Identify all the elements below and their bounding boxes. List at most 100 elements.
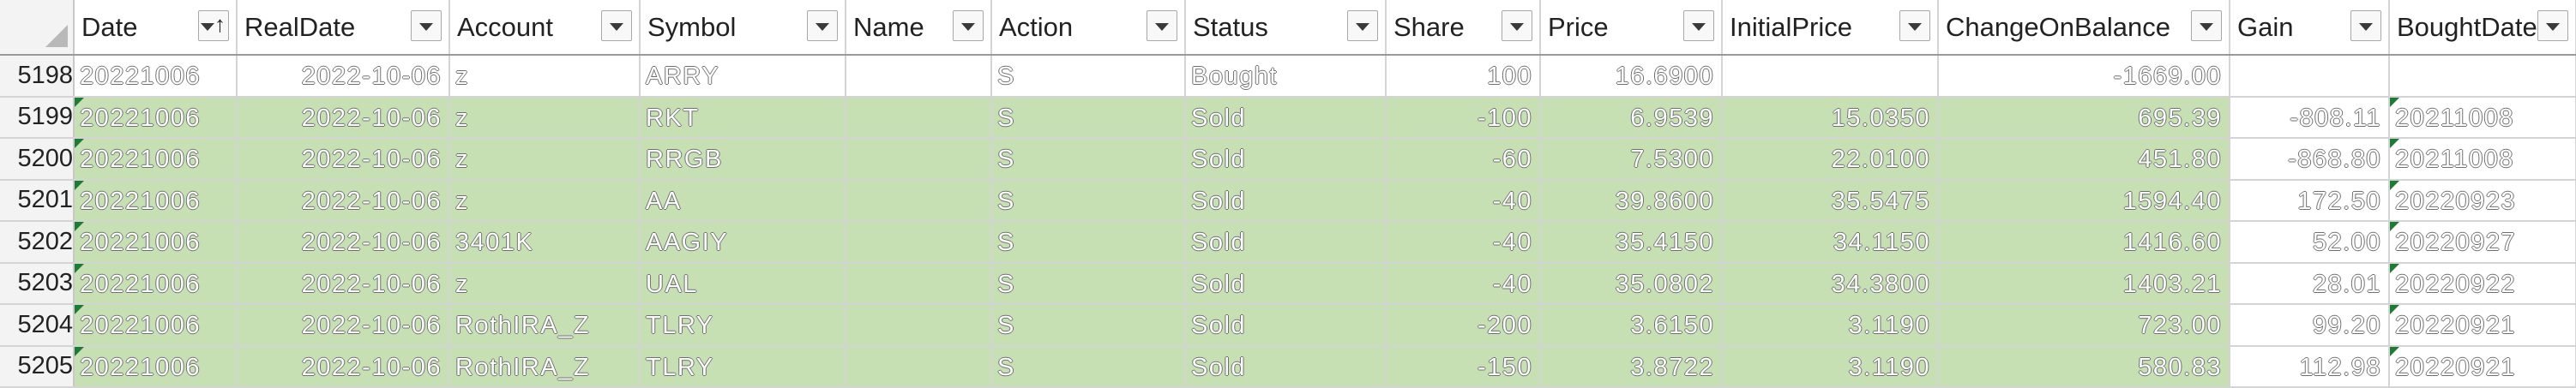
cell-share[interactable]: -40	[1386, 221, 1541, 264]
cell-name[interactable]	[846, 345, 992, 388]
cell-name[interactable]	[846, 304, 992, 347]
cell-realdate[interactable]: 2022-10-06	[237, 138, 450, 181]
cell-boughtdate[interactable]	[2389, 55, 2576, 98]
row-number[interactable]: 5203	[0, 262, 75, 305]
filter-dropdown-button[interactable]	[2191, 10, 2222, 41]
cell-realdate[interactable]: 2022-10-06	[237, 55, 450, 98]
cell-name[interactable]	[846, 262, 992, 305]
column-header-price[interactable]: Price	[1540, 0, 1723, 56]
filter-dropdown-button[interactable]	[953, 10, 984, 41]
cell-share[interactable]: -60	[1386, 138, 1541, 181]
cell-changeonbalance[interactable]: 695.39	[1938, 96, 2230, 139]
cell-status[interactable]: Bought	[1185, 55, 1387, 98]
cell-gain[interactable]: -868.80	[2230, 138, 2390, 181]
column-header-symbol[interactable]: Symbol	[640, 0, 846, 56]
cell-changeonbalance[interactable]: 1416.60	[1938, 221, 2230, 264]
cell-initialprice[interactable]: 3.1190	[1722, 345, 1939, 388]
cell-symbol[interactable]: UAL	[640, 262, 846, 305]
cell-price[interactable]: 3.8722	[1540, 345, 1723, 388]
cell-changeonbalance[interactable]: -1669.00	[1938, 55, 2230, 98]
cell-gain[interactable]: 172.50	[2230, 179, 2390, 222]
cell-changeonbalance[interactable]: 451.80	[1938, 138, 2230, 181]
row-number[interactable]: 5202	[0, 221, 75, 264]
cell-boughtdate[interactable]: 20211008	[2389, 96, 2576, 139]
cell-price[interactable]: 35.0802	[1540, 262, 1723, 305]
filter-dropdown-button[interactable]	[601, 10, 632, 41]
cell-gain[interactable]: 28.01	[2230, 262, 2390, 305]
cell-status[interactable]: Sold	[1185, 179, 1387, 222]
cell-changeonbalance[interactable]: 580.83	[1938, 345, 2230, 388]
cell-symbol[interactable]: TLRY	[640, 345, 846, 388]
column-header-realdate[interactable]: RealDate	[237, 0, 450, 56]
filter-dropdown-button[interactable]	[2537, 10, 2568, 41]
row-number[interactable]: 5198	[0, 55, 75, 98]
cell-share[interactable]: 100	[1386, 55, 1541, 98]
cell-status[interactable]: Sold	[1185, 221, 1387, 264]
cell-status[interactable]: Sold	[1185, 304, 1387, 347]
cell-action[interactable]: S	[991, 304, 1186, 347]
cell-gain[interactable]: 99.20	[2230, 304, 2390, 347]
cell-boughtdate[interactable]: 20220927	[2389, 221, 2576, 264]
cell-date[interactable]: 20221006	[74, 262, 238, 305]
cell-initialprice[interactable]	[1722, 55, 1939, 98]
cell-initialprice[interactable]: 15.0350	[1722, 96, 1939, 139]
filter-sort-ascending-button[interactable]: ↑	[198, 10, 229, 41]
cell-action[interactable]: S	[991, 55, 1186, 98]
cell-symbol[interactable]: RKT	[640, 96, 846, 139]
cell-date[interactable]: 20221006	[74, 221, 238, 264]
cell-boughtdate[interactable]: 20220921	[2389, 345, 2576, 388]
cell-status[interactable]: Sold	[1185, 345, 1387, 388]
cell-action[interactable]: S	[991, 96, 1186, 139]
row-number[interactable]: 5204	[0, 304, 75, 347]
cell-realdate[interactable]: 2022-10-06	[237, 221, 450, 264]
cell-changeonbalance[interactable]: 723.00	[1938, 304, 2230, 347]
cell-share[interactable]: -40	[1386, 179, 1541, 222]
cell-price[interactable]: 39.8600	[1540, 179, 1723, 222]
cell-symbol[interactable]: RRGB	[640, 138, 846, 181]
cell-symbol[interactable]: TLRY	[640, 304, 846, 347]
cell-action[interactable]: S	[991, 345, 1186, 388]
cell-name[interactable]	[846, 179, 992, 222]
cell-boughtdate[interactable]: 20220921	[2389, 304, 2576, 347]
cell-status[interactable]: Sold	[1185, 262, 1387, 305]
cell-realdate[interactable]: 2022-10-06	[237, 262, 450, 305]
cell-realdate[interactable]: 2022-10-06	[237, 304, 450, 347]
cell-initialprice[interactable]: 34.3800	[1722, 262, 1939, 305]
cell-account[interactable]: RothIRA_Z	[449, 304, 641, 347]
cell-account[interactable]: z	[449, 55, 641, 98]
cell-gain[interactable]: -808.11	[2230, 96, 2390, 139]
filter-dropdown-button[interactable]	[2350, 10, 2381, 41]
row-number[interactable]: 5199	[0, 96, 75, 139]
column-header-share[interactable]: Share	[1386, 0, 1541, 56]
cell-share[interactable]: -200	[1386, 304, 1541, 347]
cell-date[interactable]: 20221006	[74, 138, 238, 181]
cell-realdate[interactable]: 2022-10-06	[237, 345, 450, 388]
cell-action[interactable]: S	[991, 138, 1186, 181]
cell-initialprice[interactable]: 34.1150	[1722, 221, 1939, 264]
cell-action[interactable]: S	[991, 179, 1186, 222]
row-number[interactable]: 5200	[0, 138, 75, 181]
cell-name[interactable]	[846, 96, 992, 139]
cell-boughtdate[interactable]: 20211008	[2389, 138, 2576, 181]
cell-name[interactable]	[846, 138, 992, 181]
cell-account[interactable]: 3401K	[449, 221, 641, 264]
cell-date[interactable]: 20221006	[74, 96, 238, 139]
filter-dropdown-button[interactable]	[411, 10, 442, 41]
column-header-action[interactable]: Action	[991, 0, 1186, 56]
cell-initialprice[interactable]: 22.0100	[1722, 138, 1939, 181]
cell-realdate[interactable]: 2022-10-06	[237, 96, 450, 139]
cell-share[interactable]: -100	[1386, 96, 1541, 139]
cell-symbol[interactable]: AAGIY	[640, 221, 846, 264]
filter-dropdown-button[interactable]	[1147, 10, 1177, 41]
cell-changeonbalance[interactable]: 1403.21	[1938, 262, 2230, 305]
cell-realdate[interactable]: 2022-10-06	[237, 179, 450, 222]
cell-price[interactable]: 7.5300	[1540, 138, 1723, 181]
cell-boughtdate[interactable]: 20220922	[2389, 262, 2576, 305]
column-header-date[interactable]: Date ↑	[74, 0, 238, 56]
cell-name[interactable]	[846, 55, 992, 98]
cell-gain[interactable]: 52.00	[2230, 221, 2390, 264]
row-number[interactable]: 5201	[0, 179, 75, 222]
column-header-gain[interactable]: Gain	[2230, 0, 2390, 56]
cell-status[interactable]: Sold	[1185, 96, 1387, 139]
cell-share[interactable]: -150	[1386, 345, 1541, 388]
